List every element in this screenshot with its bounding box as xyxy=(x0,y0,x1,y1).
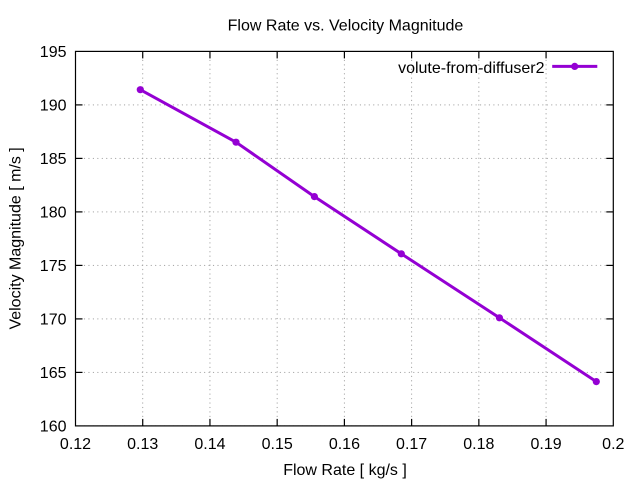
svg-text:170: 170 xyxy=(40,312,67,329)
svg-text:Flow Rate vs. Velocity Magnitu: Flow Rate vs. Velocity Magnitude xyxy=(228,17,464,34)
svg-text:160: 160 xyxy=(40,419,67,436)
svg-text:volute-from-diffuser2: volute-from-diffuser2 xyxy=(398,60,545,77)
svg-text:175: 175 xyxy=(40,258,67,275)
svg-text:0.2: 0.2 xyxy=(602,436,624,453)
svg-text:190: 190 xyxy=(40,98,67,115)
svg-text:180: 180 xyxy=(40,205,67,222)
svg-text:165: 165 xyxy=(40,365,67,382)
svg-text:Velocity Magnitude [ m/s ]: Velocity Magnitude [ m/s ] xyxy=(8,147,25,329)
svg-text:0.17: 0.17 xyxy=(396,436,427,453)
svg-text:0.16: 0.16 xyxy=(329,436,360,453)
svg-text:0.15: 0.15 xyxy=(262,436,293,453)
svg-text:0.12: 0.12 xyxy=(60,436,91,453)
svg-text:0.18: 0.18 xyxy=(463,436,494,453)
svg-text:0.19: 0.19 xyxy=(530,436,561,453)
svg-text:Flow Rate [ kg/s ]: Flow Rate [ kg/s ] xyxy=(283,462,407,479)
svg-text:195: 195 xyxy=(40,44,67,61)
svg-text:185: 185 xyxy=(40,151,67,168)
svg-text:0.14: 0.14 xyxy=(194,436,225,453)
svg-text:0.13: 0.13 xyxy=(127,436,158,453)
